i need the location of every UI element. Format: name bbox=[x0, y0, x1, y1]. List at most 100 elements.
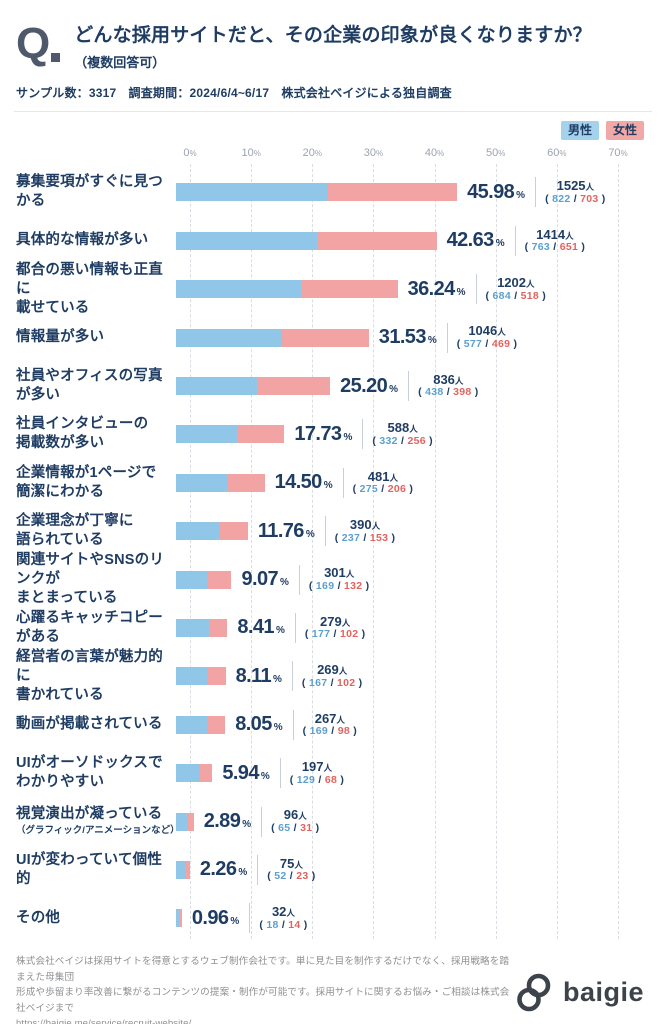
row-total: 96人 bbox=[283, 807, 307, 823]
bar-female bbox=[185, 860, 190, 879]
row-label: UIが変わっていて個性的 bbox=[16, 851, 163, 887]
value-divider bbox=[261, 806, 263, 837]
bar-female bbox=[179, 909, 182, 928]
row-split: ( 332 / 256 ) bbox=[372, 434, 433, 447]
row-total: 75人 bbox=[279, 855, 303, 871]
row-split: ( 18 / 14 ) bbox=[259, 918, 308, 931]
row-percent: 5.94 bbox=[222, 761, 259, 784]
row-split: ( 169 / 132 ) bbox=[308, 579, 370, 592]
axis-tick-30: 30% bbox=[363, 147, 384, 160]
percent-unit: % bbox=[323, 480, 333, 492]
percent-unit: % bbox=[305, 528, 315, 540]
sample-info: サンプル数：3317 調査期間：2024/6/4~6/17 株式会社ベイジによる… bbox=[16, 85, 452, 100]
percent-unit: % bbox=[242, 819, 252, 831]
chart-row-12: 動画が掲載されている 8.05% 267人( 169 / 98 ) bbox=[0, 701, 666, 749]
row-bars: 0.96% 32人( 18 / 14 ) bbox=[176, 903, 604, 934]
row-counts: 1414人( 763 / 651 ) bbox=[525, 226, 586, 254]
chart-row-11: 経営者の言葉が魅力的に 書かれている 8.11% 269人( 167 / 102 ) bbox=[0, 649, 666, 703]
row-counts: 279人( 177 / 102 ) bbox=[305, 613, 366, 641]
row-total: 1414人 bbox=[536, 226, 574, 242]
bar-male bbox=[176, 473, 227, 492]
row-bars: 8.05% 267人( 169 / 98 ) bbox=[176, 709, 604, 740]
row-value: 17.73% 588人( 332 / 256 ) bbox=[294, 419, 433, 450]
footer: 株式会社ベイジは採用サイトを得意とするウェブ制作会社です。単に見た目を制作するだ… bbox=[16, 954, 648, 1024]
row-label: 企業理念が丁寧に 語られている bbox=[16, 513, 134, 549]
bar-female bbox=[199, 764, 213, 783]
row-label: UIがオーソドックスで わかりやすい bbox=[16, 755, 163, 791]
chart-row-8: 企業理念が丁寧に 語られている 11.76% 390人( 237 / 153 ) bbox=[0, 507, 666, 555]
row-counts: 481人( 275 / 206 ) bbox=[352, 469, 414, 496]
row-percent: 9.07 bbox=[241, 568, 278, 591]
row-value: 8.05% 267人( 169 / 98 ) bbox=[235, 709, 358, 740]
bar-female bbox=[207, 715, 226, 734]
row-label: 都合の悪い情報も正直に 載せている bbox=[16, 261, 163, 316]
header: Q どんな採用サイトだと、その企業の印象が良くなりますか？ （複数回答可） bbox=[0, 0, 666, 71]
row-value: 8.11% 269人( 167 / 102 ) bbox=[236, 661, 363, 692]
row-total: 301人 bbox=[324, 565, 355, 581]
percent-unit: % bbox=[456, 286, 466, 298]
value-divider bbox=[257, 854, 259, 885]
bar-female bbox=[219, 522, 248, 541]
row-counts: 1046人( 577 / 469 ) bbox=[457, 324, 518, 350]
axis-tick-20: 20% bbox=[302, 147, 322, 160]
bar-female bbox=[316, 231, 437, 250]
row-counts: 197人( 129 / 68 ) bbox=[289, 759, 345, 786]
bar-male bbox=[176, 812, 188, 831]
bar-male bbox=[176, 522, 220, 541]
row-bars: 9.07% 301人( 169 / 132 ) bbox=[176, 564, 604, 595]
bar-female bbox=[187, 812, 194, 831]
row-bars: 45.98% 1525人( 822 / 703 ) bbox=[176, 177, 605, 208]
q-letter: Q bbox=[16, 19, 50, 68]
row-total: 390人 bbox=[349, 517, 381, 533]
chart-row-1: 募集要項がすぐに見つかる 45.98% 1525人( 822 / 703 ) bbox=[0, 168, 666, 216]
value-divider bbox=[294, 612, 296, 643]
row-value: 2.26% 75人( 52 / 23 ) bbox=[199, 854, 316, 885]
value-divider bbox=[298, 564, 300, 595]
legend-female-badge: 女性 bbox=[605, 120, 644, 141]
percent-unit: % bbox=[230, 915, 240, 927]
row-value: 8.41% 279人( 177 / 102 ) bbox=[237, 612, 366, 643]
bar-male bbox=[176, 231, 317, 250]
row-split: ( 438 / 398 ) bbox=[418, 386, 479, 399]
row-split: ( 65 / 31 ) bbox=[271, 821, 320, 834]
footer-url-link[interactable]: https://baigie.me/service/recruit-websit… bbox=[16, 1018, 192, 1024]
row-label: 心躍るキャッチコピーがある bbox=[16, 609, 163, 645]
footer-description-text: 株式会社ベイジは採用サイトを得意とするウェブ制作会社です。単に見た目を制作するだ… bbox=[16, 956, 510, 1014]
percent-unit: % bbox=[343, 431, 353, 443]
row-counts: 75人( 52 / 23 ) bbox=[267, 855, 315, 883]
percent-unit: % bbox=[280, 577, 289, 589]
chart-row-14: 視覚演出が凝っている （グラフィック/アニメーションなど） 2.89% 96人( 65… bbox=[0, 797, 666, 845]
row-counts: 32人( 18 / 14 ) bbox=[259, 904, 308, 931]
percent-unit: % bbox=[389, 383, 399, 395]
row-percent: 2.26 bbox=[199, 858, 237, 881]
percent-unit: % bbox=[273, 722, 283, 734]
bar-male bbox=[176, 570, 208, 589]
row-value: 11.76% 390人( 237 / 153 ) bbox=[258, 516, 396, 547]
row-split: ( 169 / 98 ) bbox=[302, 725, 358, 738]
bar-male bbox=[176, 377, 257, 396]
chart-row-16: その他 0.96% 32人( 18 / 14 ) bbox=[0, 894, 666, 942]
chart-row-6: 社員インタビューの 掲載数が多い 17.73% 588人( 332 / 256 ) bbox=[0, 410, 666, 458]
value-divider bbox=[279, 758, 281, 789]
row-percent: 17.73 bbox=[294, 422, 342, 445]
row-label: 動画が掲載されている bbox=[16, 716, 163, 733]
row-split: ( 237 / 153 ) bbox=[334, 531, 396, 544]
value-divider bbox=[535, 177, 537, 208]
value-divider bbox=[362, 419, 364, 450]
value-divider bbox=[514, 225, 516, 256]
row-total: 279人 bbox=[320, 613, 351, 629]
value-divider bbox=[446, 322, 448, 353]
percent-unit: % bbox=[516, 189, 526, 201]
baigie-logo-text: baigie bbox=[562, 977, 644, 1008]
bar-male bbox=[176, 618, 209, 637]
row-counts: 390人( 237 / 153 ) bbox=[334, 517, 396, 544]
row-split: ( 129 / 68 ) bbox=[289, 773, 345, 786]
row-split: ( 275 / 206 ) bbox=[352, 483, 414, 496]
bar-male bbox=[176, 764, 200, 783]
row-bars: 8.41% 279人( 177 / 102 ) bbox=[176, 612, 604, 643]
axis-tick-50: 50% bbox=[486, 147, 506, 160]
row-bars: 5.94% 197人( 129 / 68 ) bbox=[176, 758, 604, 789]
row-total: 1046人 bbox=[468, 323, 506, 339]
chart-body: 募集要項がすぐに見つかる 45.98% 1525人( 822 / 703 ) 具体的な… bbox=[0, 164, 666, 942]
